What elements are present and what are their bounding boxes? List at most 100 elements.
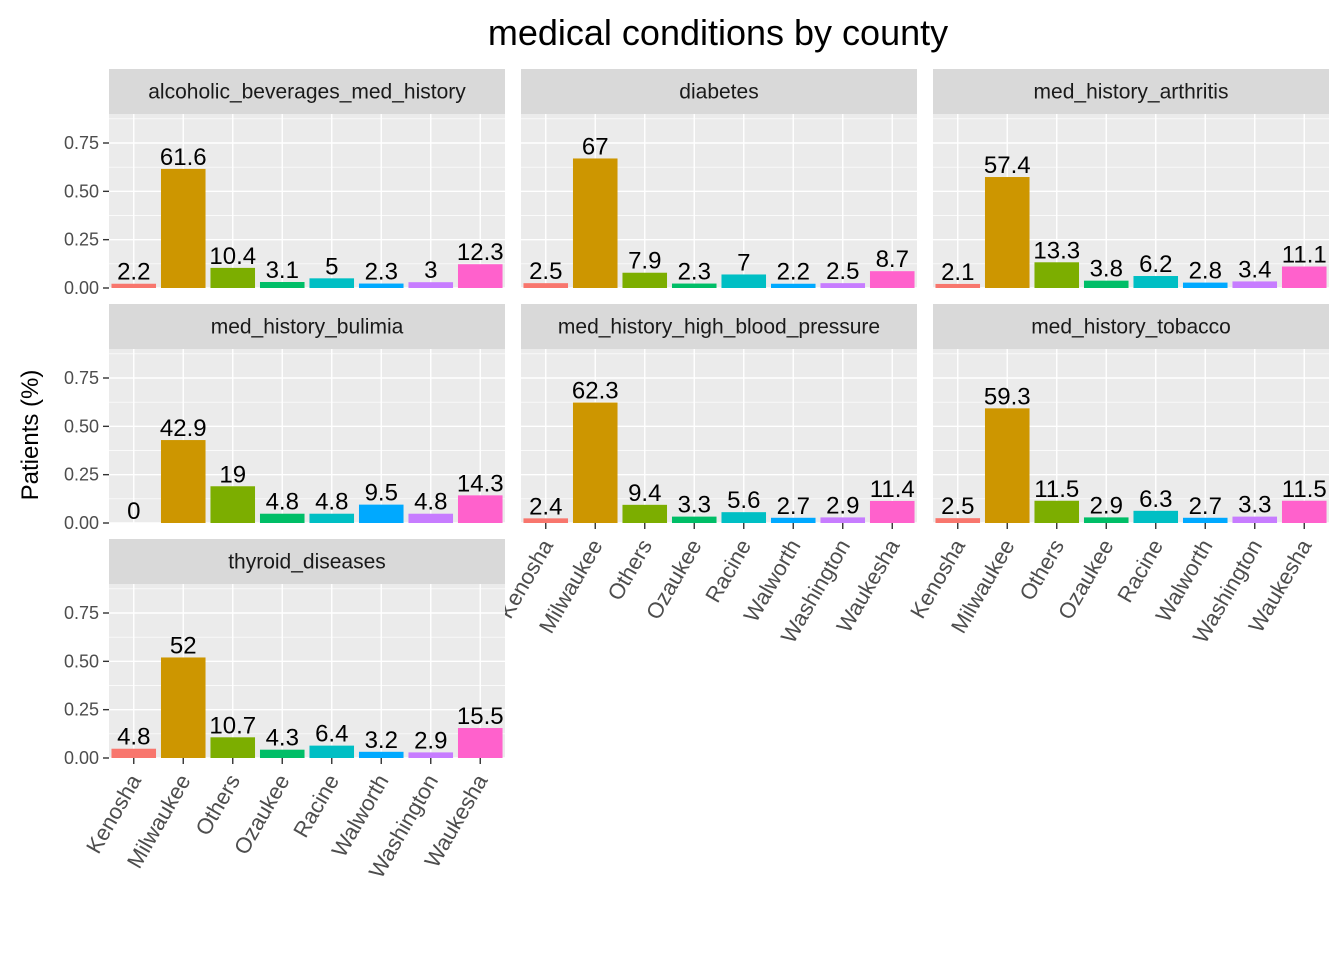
bar-washington: [408, 282, 454, 288]
bar-value-label: 19: [219, 461, 246, 488]
bar-value-label: 13.3: [1033, 237, 1080, 264]
facet-strip-label: diabetes: [679, 81, 758, 104]
bar-value-label: 2.3: [678, 259, 711, 286]
bar-walworth: [358, 283, 404, 288]
bar-value-label: 3.2: [365, 727, 398, 754]
bar-value-label: 15.5: [457, 703, 504, 730]
bar-milwaukee: [572, 402, 618, 523]
bar-value-label: 3.1: [266, 257, 299, 284]
bar-others: [622, 504, 668, 523]
bar-milwaukee: [160, 168, 206, 288]
bar-ozaukee: [259, 282, 305, 288]
y-tick-label: 0.50: [64, 181, 99, 201]
bar-washington: [408, 513, 454, 523]
bar-kenosha: [523, 283, 569, 288]
facet-panel-alcoholic_beverages_med_history: alcoholic_beverages_med_history 0.00 0.25 0…: [64, 69, 505, 298]
bar-racine: [309, 513, 355, 523]
y-tick-label: 0.00: [64, 748, 99, 768]
facet-panel-med_history_arthritis: med_history_arthritis 2.1 57.4 13.3 3.8 6.2 2.…: [933, 69, 1329, 289]
bar-value-label: 2.5: [529, 258, 562, 285]
bar-value-label: 2.2: [777, 259, 810, 286]
bar-walworth: [770, 517, 816, 523]
bar-washington: [820, 517, 866, 523]
bar-value-label: 4.8: [266, 489, 299, 516]
y-tick-label: 0.75: [64, 603, 99, 623]
bar-waukesha: [457, 495, 503, 523]
bar-value-label: 9.5: [365, 480, 398, 507]
y-tick-label: 0.50: [64, 651, 99, 671]
bar-waukesha: [1281, 266, 1327, 288]
bar-walworth: [770, 283, 816, 288]
bar-value-label: 61.6: [160, 144, 207, 171]
bar-value-label: 7: [737, 249, 750, 276]
bar-ozaukee: [259, 749, 305, 758]
bar-value-label: 2.1: [941, 259, 974, 286]
facet-strip: [933, 69, 1329, 114]
bar-others: [622, 272, 668, 288]
bar-value-label: 62.3: [572, 378, 619, 405]
bar-value-label: 2.5: [941, 493, 974, 520]
bar-value-label: 6.4: [315, 721, 348, 748]
bar-washington: [1232, 516, 1278, 523]
bar-racine: [1133, 276, 1179, 288]
bar-value-label: 59.3: [984, 383, 1031, 410]
bar-value-label: 3.3: [678, 492, 711, 519]
facet-panel-med_history_bulimia: med_history_bulimia 0.00 0.25 0.50 0.75 0 42.9…: [64, 304, 505, 533]
bar-kenosha: [111, 283, 157, 288]
bar-value-label: 11.4: [870, 476, 915, 503]
bar-value-label: 2.9: [414, 727, 447, 754]
facet-strip: [109, 304, 505, 349]
bar-value-label: 0: [127, 498, 140, 525]
y-tick-label: 0.75: [64, 133, 99, 153]
bar-milwaukee: [160, 440, 206, 523]
bar-racine: [309, 278, 355, 288]
x-tick-label: Others: [190, 770, 245, 840]
bar-others: [210, 267, 256, 288]
bar-washington: [408, 752, 454, 758]
bar-milwaukee: [984, 408, 1030, 523]
bar-value-label: 5: [325, 253, 338, 280]
y-tick-label: 0.25: [64, 700, 99, 720]
y-axis-title: Patients (%): [17, 370, 44, 501]
bar-value-label: 10.4: [209, 243, 256, 270]
facet-panel-med_history_tobacco: med_history_tobacco 2.5 59.3 11.5 2.9 6.3 2.7 3…: [905, 304, 1329, 647]
facet-panels: alcoholic_beverages_med_history 0.00 0.25 0…: [64, 69, 1329, 882]
bar-others: [1034, 262, 1080, 288]
y-tick-label: 0.00: [64, 513, 99, 533]
bar-waukesha: [457, 264, 503, 288]
bar-racine: [1133, 510, 1179, 523]
bar-value-label: 52: [170, 632, 197, 659]
bar-value-label: 4.8: [117, 724, 150, 751]
bar-value-label: 2.2: [117, 259, 150, 286]
bar-waukesha: [869, 500, 915, 523]
facet-strip-label: med_history_high_blood_pressure: [558, 316, 880, 339]
bar-value-label: 8.7: [876, 246, 909, 273]
y-tick-label: 0.75: [64, 368, 99, 388]
bar-value-label: 2.8: [1189, 258, 1222, 285]
facet-strip: [933, 304, 1329, 349]
bar-washington: [820, 283, 866, 288]
chart-title: medical conditions by county: [488, 12, 948, 53]
bar-kenosha: [523, 518, 569, 523]
facet-strip: [109, 69, 505, 114]
facet-panel-thyroid_diseases: thyroid_diseases 0.00 0.25 0.50 0.75 4.8 52 10.…: [64, 539, 505, 882]
bar-kenosha: [935, 518, 981, 523]
bar-value-label: 2.4: [529, 493, 562, 520]
bar-racine: [309, 745, 355, 758]
bar-value-label: 57.4: [984, 152, 1031, 179]
bar-value-label: 6.2: [1139, 251, 1172, 278]
bar-milwaukee: [160, 657, 206, 758]
x-tick-label: Others: [602, 535, 657, 605]
bar-waukesha: [869, 271, 915, 288]
bar-walworth: [358, 751, 404, 758]
bar-walworth: [1182, 282, 1228, 288]
bar-value-label: 3: [424, 257, 437, 284]
bar-kenosha: [111, 748, 157, 758]
bar-walworth: [358, 504, 404, 523]
bar-ozaukee: [259, 513, 305, 523]
bar-value-label: 4.8: [315, 489, 348, 516]
bar-ozaukee: [1083, 280, 1129, 288]
bar-value-label: 10.7: [209, 712, 256, 739]
bar-value-label: 12.3: [457, 239, 504, 266]
bar-value-label: 11.5: [1034, 476, 1079, 503]
